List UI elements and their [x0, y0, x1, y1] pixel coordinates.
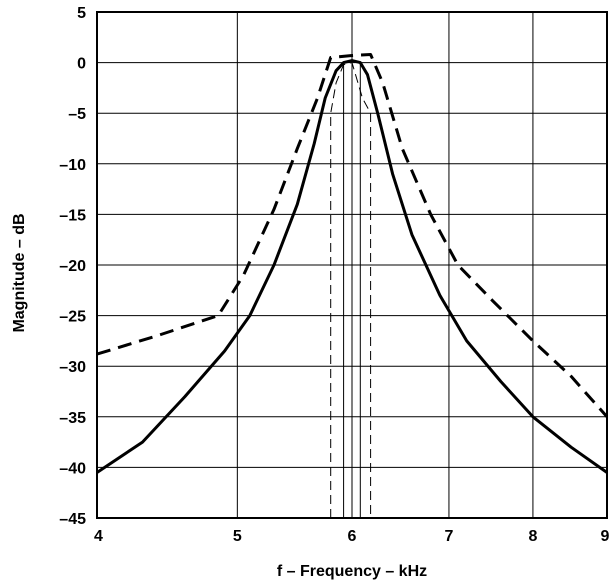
- y-tick-label: –25: [59, 309, 86, 326]
- y-tick-label: –35: [59, 410, 86, 427]
- y-tick-label: –10: [59, 157, 86, 174]
- x-tick-label: 5: [233, 528, 242, 545]
- y-tick-label: 5: [77, 5, 86, 22]
- y-tick-label: –40: [59, 460, 86, 477]
- series-line-dashed: [96, 53, 609, 418]
- y-tick-label: –5: [68, 106, 86, 123]
- x-tick-label: 6: [348, 528, 357, 545]
- y-tick-label: –30: [59, 359, 86, 376]
- x-tick-label: 9: [601, 528, 610, 545]
- series-group: [96, 53, 609, 518]
- y-axis-label: Magnitude – dB: [11, 213, 28, 332]
- y-tick-label: 0: [77, 56, 86, 73]
- y-tick-labels: 5 0 –5 –10 –15 –20 –25 –30 –35 –40 –45: [59, 5, 86, 528]
- x-tick-label: 4: [94, 528, 103, 545]
- x-tick-labels: 4 5 6 7 8 9: [94, 528, 610, 545]
- x-tick-label: 8: [528, 528, 537, 545]
- series-line-thin-solid: [343, 60, 361, 518]
- y-tick-label: –45: [59, 511, 86, 528]
- series-line-thin-dashed: [330, 62, 372, 518]
- x-tick-label: 7: [444, 528, 453, 545]
- plot-frame: [96, 11, 608, 519]
- y-tick-label: –15: [59, 207, 86, 224]
- y-tick-label: –20: [59, 258, 86, 275]
- grid-lines: [96, 11, 608, 519]
- x-axis-label: f – Frequency – kHz: [277, 563, 427, 580]
